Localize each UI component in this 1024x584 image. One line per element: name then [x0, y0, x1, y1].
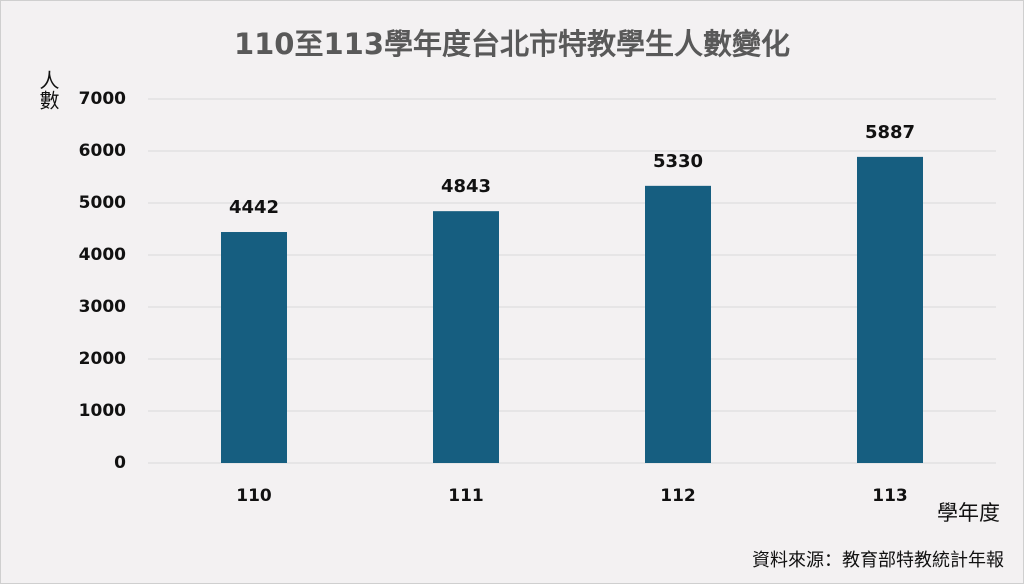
data-label: 4442	[229, 197, 279, 218]
x-tick-label: 111	[448, 486, 484, 506]
source-note: 資料來源：教育部特教統計年報	[752, 550, 1004, 571]
x-axis-label: 學年度	[937, 501, 1000, 525]
x-tick-label: 110	[236, 486, 272, 506]
y-axis-label: 人數	[36, 70, 60, 110]
chart-title: 110至113學年度台北市特教學生人數變化	[234, 27, 790, 61]
x-tick-label: 113	[872, 486, 908, 506]
y-tick-label: 6000	[79, 141, 126, 161]
bar	[645, 185, 711, 463]
y-tick-label: 3000	[79, 297, 126, 317]
data-label: 4843	[441, 176, 491, 197]
y-tick-label: 0	[114, 453, 126, 473]
y-tick-label: 4000	[79, 245, 126, 265]
bar	[221, 232, 287, 463]
bar	[433, 211, 499, 463]
data-label: 5887	[865, 122, 915, 143]
x-tick-label: 112	[660, 486, 696, 506]
bar	[857, 156, 923, 463]
data-label: 5330	[653, 151, 703, 172]
y-tick-label: 2000	[79, 349, 126, 369]
y-tick-label: 7000	[79, 89, 126, 109]
y-tick-label: 1000	[79, 401, 126, 421]
y-tick-label: 5000	[79, 193, 126, 213]
